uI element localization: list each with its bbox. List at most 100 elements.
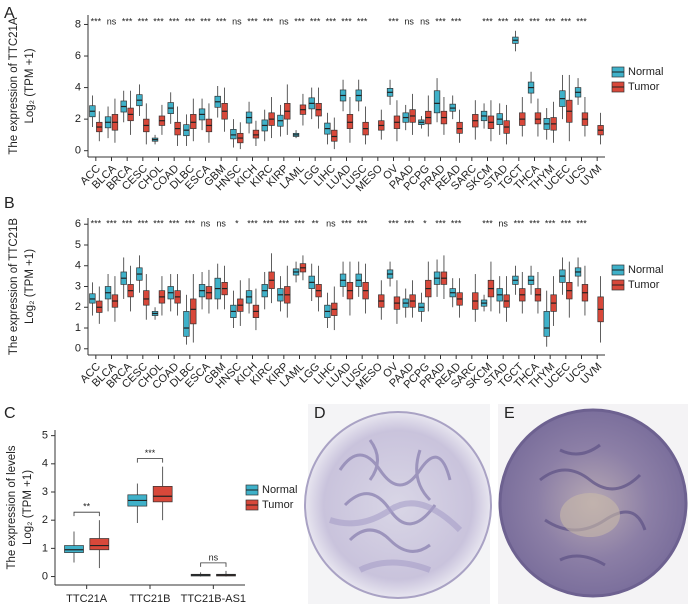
y-tick-label: 6 [75,50,81,62]
y-axis-title: The expression of TTC21A [8,17,20,155]
panel-label: A [4,5,15,22]
y-axis-title: The expression of levels [6,445,18,569]
significance: *** [138,218,149,228]
legend-label: Normal [628,66,663,78]
significance: *** [247,16,258,26]
legend-label: Tumor [628,279,660,291]
significance: *** [169,218,180,228]
significance: *** [514,16,525,26]
significance: *** [435,16,446,26]
significance: *** [404,218,415,228]
significance: *** [357,16,368,26]
box [346,114,354,129]
significance: *** [294,16,305,26]
box [183,311,190,337]
y-tick-label: 2 [75,113,81,125]
significance: *** [482,218,493,228]
legend-label: Tumor [628,81,660,93]
significance: *** [294,218,305,228]
significance: *** [514,218,525,228]
significance: ns [420,16,430,26]
significance: *** [561,218,572,228]
box [64,545,84,553]
box [230,129,237,140]
box [534,112,542,125]
box [89,538,110,551]
y-tick-label: 6 [75,218,81,230]
significance: *** [263,16,274,26]
significance: *** [451,16,462,26]
box [543,311,550,337]
significance: *** [561,16,572,26]
significance: *** [482,16,493,26]
significance: * [423,218,427,228]
significance: *** [263,218,274,228]
y-tick-label: 4 [75,260,81,272]
significance: *** [341,16,352,26]
significance: *** [388,218,399,228]
significance: *** [357,218,368,228]
y-tick-label: 1 [75,322,81,334]
y-tick-label: 5 [42,430,48,442]
significance: *** [185,218,196,228]
y-tick-label: 0 [75,343,81,355]
significance: ns [326,218,336,228]
significance: ns [279,16,289,26]
significance: *** [451,218,462,228]
y-tick-label: 8 [75,18,81,30]
significance: *** [185,16,196,26]
box [433,90,441,114]
y-tick-label: 3 [42,486,48,498]
y-axis-unit: Log₂ (TPM +1) [24,48,36,123]
significance: *** [122,16,133,26]
significance: *** [247,218,258,228]
significance: ns [216,218,226,228]
y-tick-label: 3 [75,280,81,292]
panel-label: B [4,195,15,212]
y-tick-label: 2 [75,301,81,313]
y-tick-label: 0 [42,570,48,582]
y-tick-label: 1 [42,542,48,554]
significance: ns [404,16,414,26]
box [252,129,260,139]
significance: *** [153,16,164,26]
significance-bracket [136,458,164,463]
y-axis-unit: Log₂ (TPM +1) [24,249,36,324]
box [143,290,150,306]
significance: *** [153,218,164,228]
box [331,129,338,142]
significance: *** [169,16,180,26]
legend-label: Tumor [262,499,294,511]
significance-bracket [200,562,227,567]
significance: ns [201,218,211,228]
significance-bracket [73,511,100,517]
significance: *** [145,448,156,458]
legend-label: Normal [628,264,663,276]
significance: *** [91,218,102,228]
x-tick-label: TTC21B-AS1 [181,593,246,605]
y-tick-label: 4 [75,81,81,93]
x-tick-label: TTC21A [66,593,108,605]
significance: ns [498,218,508,228]
significance: *** [576,16,587,26]
panel-label: E [504,405,515,422]
significance: *** [498,16,509,26]
y-tick-label: 5 [75,239,81,251]
y-axis-unit: Log₂ (TPM +1) [22,470,34,545]
significance: *** [200,16,211,26]
tissue-image-d [304,404,492,604]
significance: *** [216,16,227,26]
significance: ns [107,16,117,26]
significance: *** [545,16,556,26]
box [152,486,173,503]
y-tick-label: 2 [42,514,48,526]
significance: *** [122,218,133,228]
significance: ** [312,218,320,228]
significance: *** [545,218,556,228]
significance: *** [576,218,587,228]
panel-label: D [314,405,326,422]
x-tick-label: TTC21B [130,593,171,605]
y-tick-label: 0 [75,145,81,157]
panel-label: C [4,405,16,422]
